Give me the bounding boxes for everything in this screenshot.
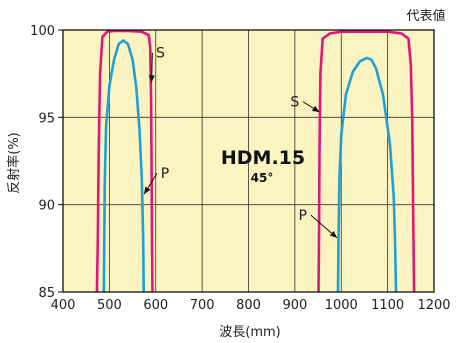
- annotation-label: S: [156, 46, 165, 62]
- chart-title: HDM.15: [221, 147, 305, 169]
- x-tick-label: 800: [236, 298, 261, 313]
- plot-frame: [62, 29, 435, 293]
- annotation-label: P: [299, 208, 307, 224]
- x-tick-label: 500: [97, 298, 122, 313]
- x-tick-label: 600: [143, 298, 168, 313]
- series-s-line: [317, 30, 416, 293]
- annotation-label: P: [161, 166, 169, 182]
- annotation-label: S: [290, 95, 299, 111]
- annotations: S P S P: [143, 46, 338, 239]
- x-tick-label: 700: [190, 298, 215, 313]
- annotation-arrowhead: [329, 231, 338, 238]
- y-tick-label: 100: [30, 24, 55, 39]
- series-p-line: [336, 56, 398, 293]
- annotation-arrowhead: [148, 75, 155, 83]
- x-tick-label: 1100: [371, 298, 404, 313]
- x-tick-label: 400: [51, 298, 76, 313]
- series-s-line: [95, 29, 154, 293]
- x-tick-label: 900: [282, 298, 307, 313]
- annotation-arrowhead: [311, 105, 320, 113]
- series-layer: [95, 29, 416, 293]
- x-tick-label: 1200: [417, 298, 450, 313]
- x-tick-label: 1000: [325, 298, 358, 313]
- tick-labels: 400 500 600 700 800 900 1000 1100 1200 85 90 95 100: [30, 24, 450, 313]
- chart-subtitle: 45°: [251, 171, 274, 185]
- note-label: 代表値: [406, 8, 445, 24]
- y-tick-label: 85: [38, 286, 55, 301]
- grid-lines: [58, 29, 434, 293]
- series-p-line: [102, 39, 145, 293]
- x-axis-title: 波長(mm): [219, 325, 280, 340]
- y-tick-label: 95: [38, 111, 55, 126]
- y-axis-title: 反射率(%): [6, 132, 22, 194]
- annotation-arrowhead: [144, 186, 151, 195]
- y-tick-label: 90: [38, 199, 55, 214]
